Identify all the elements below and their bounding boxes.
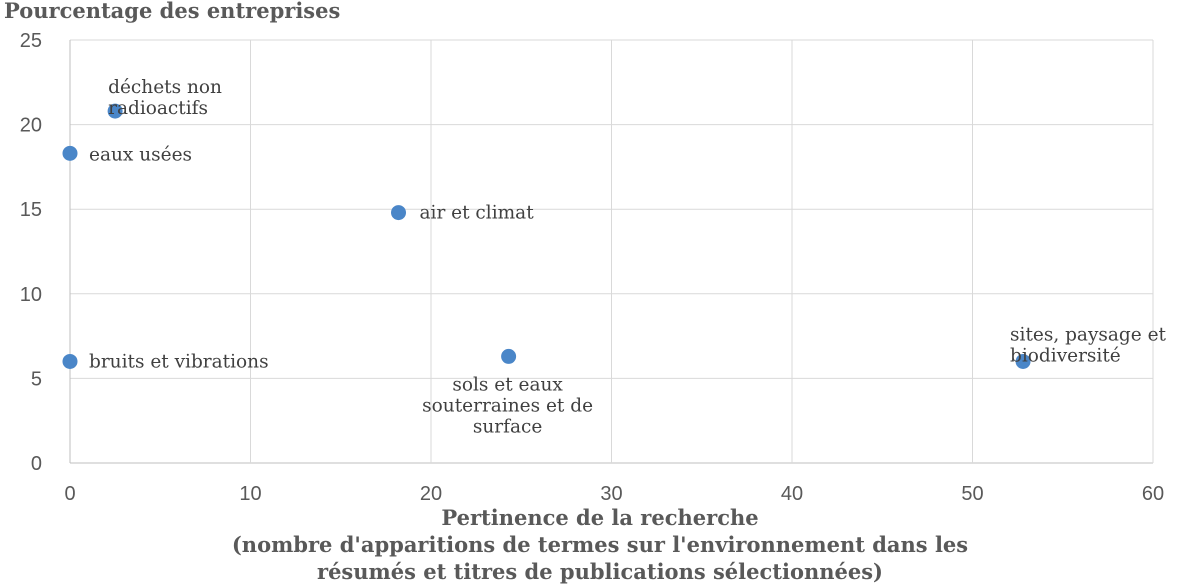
data-label: sols et eaux bbox=[452, 374, 563, 395]
data-label: souterraines et de bbox=[422, 395, 593, 416]
y-tick-label: 10 bbox=[20, 284, 42, 306]
data-label: déchets non bbox=[108, 77, 222, 98]
data-point bbox=[501, 348, 517, 364]
data-label: air et climat bbox=[420, 203, 535, 224]
x-axis-title: Pertinence de la recherche (nombre d'app… bbox=[0, 504, 1200, 585]
y-tick-label: 15 bbox=[20, 199, 42, 221]
data-label: sites, paysage et bbox=[1010, 324, 1167, 345]
y-tick-label: 0 bbox=[31, 453, 42, 475]
x-tick-label: 50 bbox=[961, 483, 983, 505]
y-axis-title: Pourcentage des entreprises bbox=[4, 0, 341, 23]
data-label: eaux usées bbox=[89, 144, 192, 165]
y-tick-label: 20 bbox=[20, 115, 42, 137]
x-axis-title-line-2: (nombre d'apparitions de termes sur l'en… bbox=[231, 532, 969, 557]
y-tick-label: 5 bbox=[31, 368, 42, 390]
x-axis-title-line-3: résumés et titres de publications sélect… bbox=[317, 559, 883, 584]
data-label: bruits et vibrations bbox=[89, 351, 269, 372]
x-tick-label: 20 bbox=[420, 483, 442, 505]
y-tick-label: 25 bbox=[20, 30, 42, 52]
data-point bbox=[391, 205, 407, 221]
data-point bbox=[62, 353, 78, 369]
data-label: surface bbox=[473, 416, 542, 437]
data-point bbox=[1015, 353, 1031, 369]
x-axis-title-line-1: Pertinence de la recherche bbox=[441, 505, 759, 530]
x-tick-label: 0 bbox=[64, 483, 75, 505]
x-tick-label: 40 bbox=[781, 483, 803, 505]
data-point bbox=[107, 103, 123, 119]
x-tick-label: 30 bbox=[600, 483, 622, 505]
x-tick-label: 60 bbox=[1142, 483, 1164, 505]
x-tick-label: 10 bbox=[239, 483, 261, 505]
data-label: biodiversité bbox=[1010, 345, 1121, 366]
data-point bbox=[62, 145, 78, 161]
data-label: radioactifs bbox=[108, 98, 208, 119]
